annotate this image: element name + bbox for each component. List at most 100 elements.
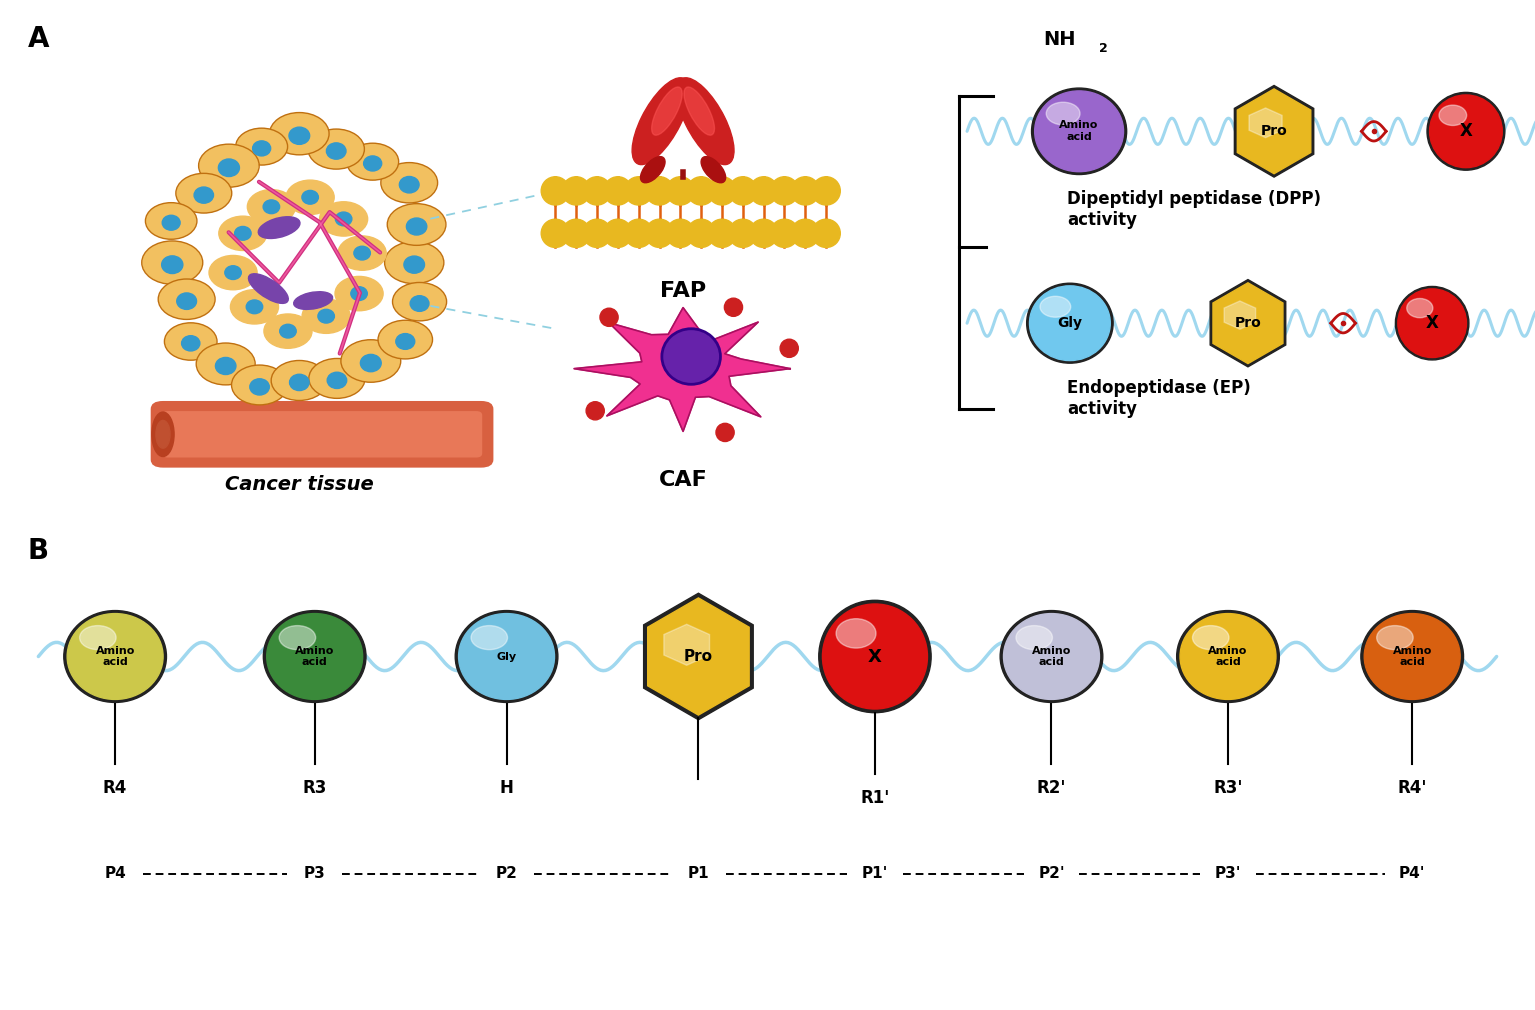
Ellipse shape (379, 321, 431, 359)
Text: A: A (28, 25, 49, 54)
Ellipse shape (293, 292, 333, 309)
Ellipse shape (335, 277, 384, 311)
Ellipse shape (236, 128, 287, 165)
Ellipse shape (152, 412, 173, 457)
Text: P2: P2 (496, 867, 517, 881)
Polygon shape (1234, 86, 1314, 177)
Ellipse shape (264, 611, 365, 702)
Ellipse shape (163, 215, 180, 230)
Text: Amino
acid: Amino acid (1032, 645, 1071, 668)
Ellipse shape (393, 283, 445, 320)
Ellipse shape (396, 333, 414, 349)
Ellipse shape (583, 219, 611, 247)
Text: P4': P4' (1398, 867, 1426, 881)
Ellipse shape (542, 219, 569, 247)
Ellipse shape (1004, 613, 1099, 699)
Ellipse shape (625, 219, 652, 247)
Ellipse shape (327, 142, 345, 160)
Ellipse shape (224, 266, 241, 280)
Text: P4: P4 (104, 867, 126, 881)
Ellipse shape (471, 625, 508, 649)
Ellipse shape (279, 324, 296, 338)
Ellipse shape (677, 78, 734, 165)
Ellipse shape (1030, 286, 1110, 361)
Ellipse shape (302, 191, 318, 204)
Ellipse shape (270, 113, 328, 155)
Polygon shape (574, 308, 791, 431)
Text: Pro: Pro (685, 649, 712, 664)
Ellipse shape (319, 202, 368, 236)
Ellipse shape (382, 164, 436, 202)
Text: P1: P1 (688, 867, 709, 881)
Ellipse shape (264, 314, 312, 348)
Text: CAF: CAF (659, 470, 708, 490)
Ellipse shape (1362, 611, 1463, 702)
Polygon shape (1213, 283, 1283, 364)
Ellipse shape (247, 190, 295, 224)
Polygon shape (643, 593, 754, 720)
Ellipse shape (279, 625, 316, 649)
Ellipse shape (399, 177, 419, 193)
Ellipse shape (749, 177, 778, 205)
Text: R3: R3 (302, 780, 327, 798)
Text: Amino
acid: Amino acid (1208, 645, 1248, 668)
Text: X: X (1426, 314, 1438, 332)
Ellipse shape (407, 218, 427, 235)
Ellipse shape (725, 298, 743, 316)
Ellipse shape (181, 335, 200, 350)
Ellipse shape (1035, 91, 1124, 172)
Ellipse shape (780, 339, 798, 358)
Polygon shape (1223, 301, 1256, 329)
Text: P3: P3 (304, 867, 325, 881)
Ellipse shape (347, 143, 398, 180)
Ellipse shape (542, 177, 569, 205)
Ellipse shape (1438, 105, 1466, 125)
Ellipse shape (1193, 625, 1230, 649)
Ellipse shape (600, 308, 619, 326)
Ellipse shape (645, 177, 674, 205)
Text: Gly: Gly (496, 651, 517, 662)
Ellipse shape (335, 212, 352, 226)
Ellipse shape (562, 177, 591, 205)
Ellipse shape (729, 219, 757, 247)
Text: Amino
acid: Amino acid (295, 645, 335, 668)
Ellipse shape (327, 373, 347, 389)
Ellipse shape (258, 217, 299, 238)
Text: NH: NH (1042, 30, 1076, 49)
Ellipse shape (652, 87, 682, 135)
Ellipse shape (289, 127, 310, 144)
Ellipse shape (1395, 287, 1469, 360)
Ellipse shape (632, 78, 689, 165)
Ellipse shape (318, 309, 335, 323)
Ellipse shape (267, 613, 362, 699)
Ellipse shape (562, 219, 591, 247)
Text: B: B (28, 537, 49, 566)
Ellipse shape (250, 379, 269, 395)
Text: Amino
acid: Amino acid (1059, 120, 1099, 142)
Ellipse shape (166, 323, 216, 360)
Ellipse shape (262, 200, 279, 214)
Ellipse shape (246, 300, 262, 314)
Ellipse shape (603, 177, 632, 205)
Ellipse shape (1377, 625, 1414, 649)
Ellipse shape (663, 330, 718, 383)
Ellipse shape (253, 140, 270, 156)
Text: R3': R3' (1213, 780, 1243, 798)
Ellipse shape (143, 241, 201, 284)
Ellipse shape (1406, 299, 1432, 318)
Text: P3': P3' (1214, 867, 1242, 881)
Ellipse shape (1027, 283, 1113, 364)
Ellipse shape (708, 219, 737, 247)
Ellipse shape (640, 157, 665, 183)
Ellipse shape (200, 144, 258, 187)
Ellipse shape (791, 219, 820, 247)
Text: H: H (499, 780, 514, 798)
Ellipse shape (823, 604, 927, 709)
Polygon shape (663, 624, 709, 666)
Ellipse shape (701, 157, 726, 183)
Ellipse shape (146, 203, 196, 238)
Ellipse shape (586, 402, 605, 420)
Text: X: X (1460, 122, 1472, 140)
Ellipse shape (157, 420, 170, 448)
Ellipse shape (302, 299, 350, 333)
